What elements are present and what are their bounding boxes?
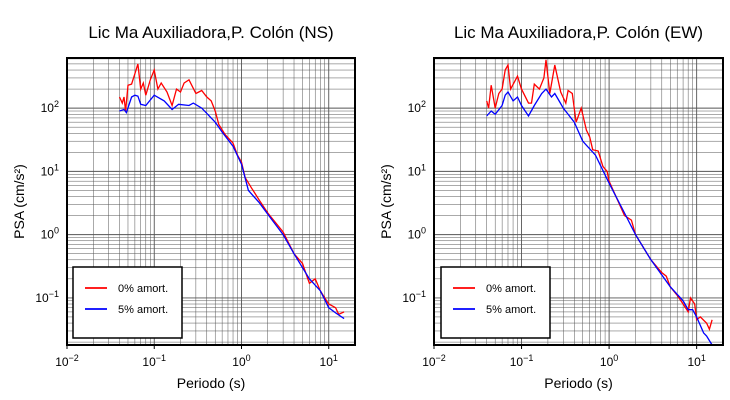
x-tick-base: 10 — [600, 355, 614, 369]
x-tick-exp: −2 — [69, 353, 79, 363]
legend-box — [72, 266, 183, 339]
y-tick-base: 10 — [41, 101, 55, 115]
y-tick-label: 102 — [41, 99, 59, 115]
legend-label: 5% amort. — [118, 304, 168, 316]
y-axis-label: PSA (cm/s²) — [378, 164, 394, 239]
x-tick-label: 101 — [320, 353, 338, 369]
x-tick-exp: −2 — [436, 353, 446, 363]
x-tick-base: 10 — [232, 355, 246, 369]
y-tick-exp: −1 — [416, 289, 426, 299]
plot-frame — [433, 57, 724, 346]
y-tick-exp: 1 — [421, 162, 426, 172]
y-tick-base: 10 — [408, 101, 422, 115]
x-tick-exp: 1 — [333, 353, 338, 363]
y-axis-label: PSA (cm/s²) — [11, 164, 27, 239]
x-tick-exp: 0 — [246, 353, 251, 363]
x-tick-base: 10 — [510, 355, 524, 369]
y-tick-exp: 0 — [421, 226, 426, 236]
y-tick-label: 100 — [41, 226, 59, 242]
x-tick-exp: 0 — [613, 353, 618, 363]
y-tick-base: 10 — [35, 291, 49, 305]
x-tick-exp: 1 — [701, 353, 706, 363]
x-tick-label: 10−1 — [510, 353, 534, 369]
legend-label: 0% amort. — [486, 283, 536, 295]
legend: 0% amort. 5% amort. — [440, 266, 551, 339]
x-tick-label: 101 — [687, 353, 705, 369]
chart-title: Lic Ma Auxiliadora,P. Colón (NS) — [88, 23, 333, 42]
y-tick-exp: 1 — [54, 162, 59, 172]
chart-title: Lic Ma Auxiliadora,P. Colón (EW) — [454, 23, 703, 42]
y-tick-label: 101 — [41, 162, 59, 178]
x-tick-base: 10 — [687, 355, 701, 369]
x-tick-label: 10−2 — [422, 353, 446, 369]
x-tick-label: 10−2 — [55, 353, 79, 369]
y-tick-base: 10 — [41, 164, 55, 178]
x-tick-base: 10 — [142, 355, 156, 369]
x-tick-base: 10 — [320, 355, 334, 369]
x-tick-exp: −1 — [156, 353, 166, 363]
y-tick-exp: 0 — [54, 226, 59, 236]
grid — [66, 58, 356, 345]
y-tick-label: 10−1 — [402, 289, 426, 305]
legend-label: 0% amort. — [118, 283, 168, 295]
legend-label: 5% amort. — [486, 304, 536, 316]
series-line-5pct — [486, 88, 713, 346]
x-tick-base: 10 — [55, 355, 69, 369]
series-line-5pct — [119, 94, 345, 320]
x-tick-label: 100 — [600, 353, 618, 369]
y-tick-label: 101 — [408, 162, 426, 178]
y-tick-label: 100 — [408, 226, 426, 242]
x-tick-base: 10 — [422, 355, 436, 369]
legend: 0% amort. 5% amort. — [72, 266, 183, 339]
x-axis-label: Periodo (s) — [544, 375, 612, 391]
y-tick-base: 10 — [41, 228, 55, 242]
x-tick-label: 100 — [232, 353, 250, 369]
y-tick-label: 102 — [408, 99, 426, 115]
y-tick-label: 10−1 — [35, 289, 59, 305]
y-tick-base: 10 — [408, 228, 422, 242]
x-tick-label: 10−1 — [142, 353, 166, 369]
series-line-0pct — [486, 59, 713, 332]
y-tick-exp: 2 — [54, 99, 59, 109]
y-tick-base: 10 — [402, 291, 416, 305]
legend-box — [440, 266, 551, 339]
x-tick-exp: −1 — [523, 353, 533, 363]
plot-frame — [66, 57, 356, 346]
y-tick-base: 10 — [408, 164, 422, 178]
y-tick-exp: −1 — [49, 289, 59, 299]
y-tick-exp: 2 — [421, 99, 426, 109]
x-axis-label: Periodo (s) — [177, 375, 245, 391]
